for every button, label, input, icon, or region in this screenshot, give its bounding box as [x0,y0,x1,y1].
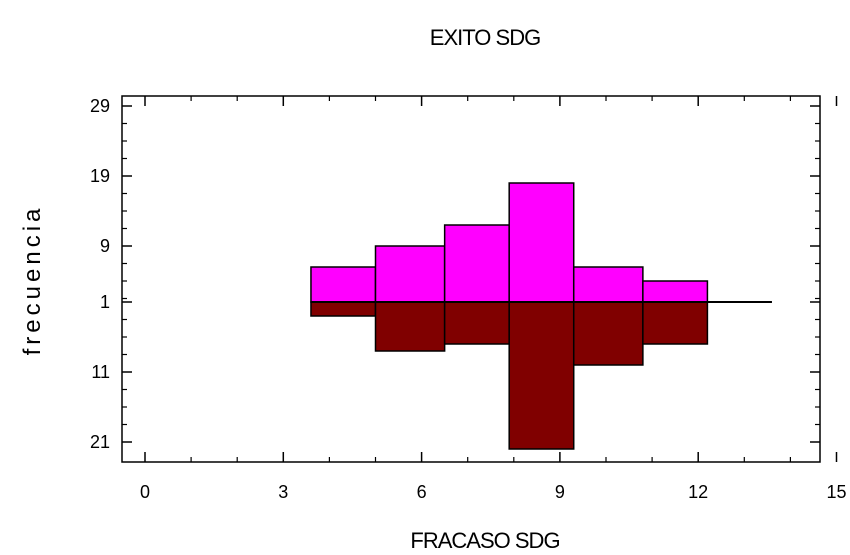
axis-ticks [122,96,838,462]
x-axis-title: FRACASO SDG [410,528,559,553]
y-tick-label: 19 [90,166,110,186]
bar-exito [310,266,377,303]
bar-exito [508,182,575,303]
bar-fracaso [572,301,644,366]
bar-exito [572,266,644,303]
y-axis-title: frecuencia [19,205,46,356]
plot-frame [121,95,821,463]
exito-bars [310,182,709,303]
bar-exito [642,280,709,303]
y-tick-label: 29 [90,96,110,116]
plot-area [121,95,821,463]
x-tick-labels: 0 3 6 9 12 15 [140,482,847,502]
y-tick-label: 11 [91,362,110,382]
y-tick-label: 1 [100,292,110,312]
x-tick-label: 3 [278,482,288,502]
x-tick-label: 9 [555,482,565,502]
x-tick-label: 15 [826,482,846,502]
x-tick-label: 12 [688,482,708,502]
bar-exito [374,245,446,303]
x-tick-label: 6 [417,482,427,502]
bar-exito [443,224,510,303]
fracaso-bars [310,301,709,450]
x-tick-label: 0 [140,482,150,502]
bar-fracaso [374,301,446,352]
chart-title: EXITO SDG [430,25,540,50]
bar-fracaso [642,301,709,345]
bar-fracaso [310,301,377,317]
y-tick-label: 21 [90,432,110,452]
bar-fracaso [443,301,510,345]
y-tick-label: 9 [100,236,110,256]
bar-fracaso [508,301,575,450]
